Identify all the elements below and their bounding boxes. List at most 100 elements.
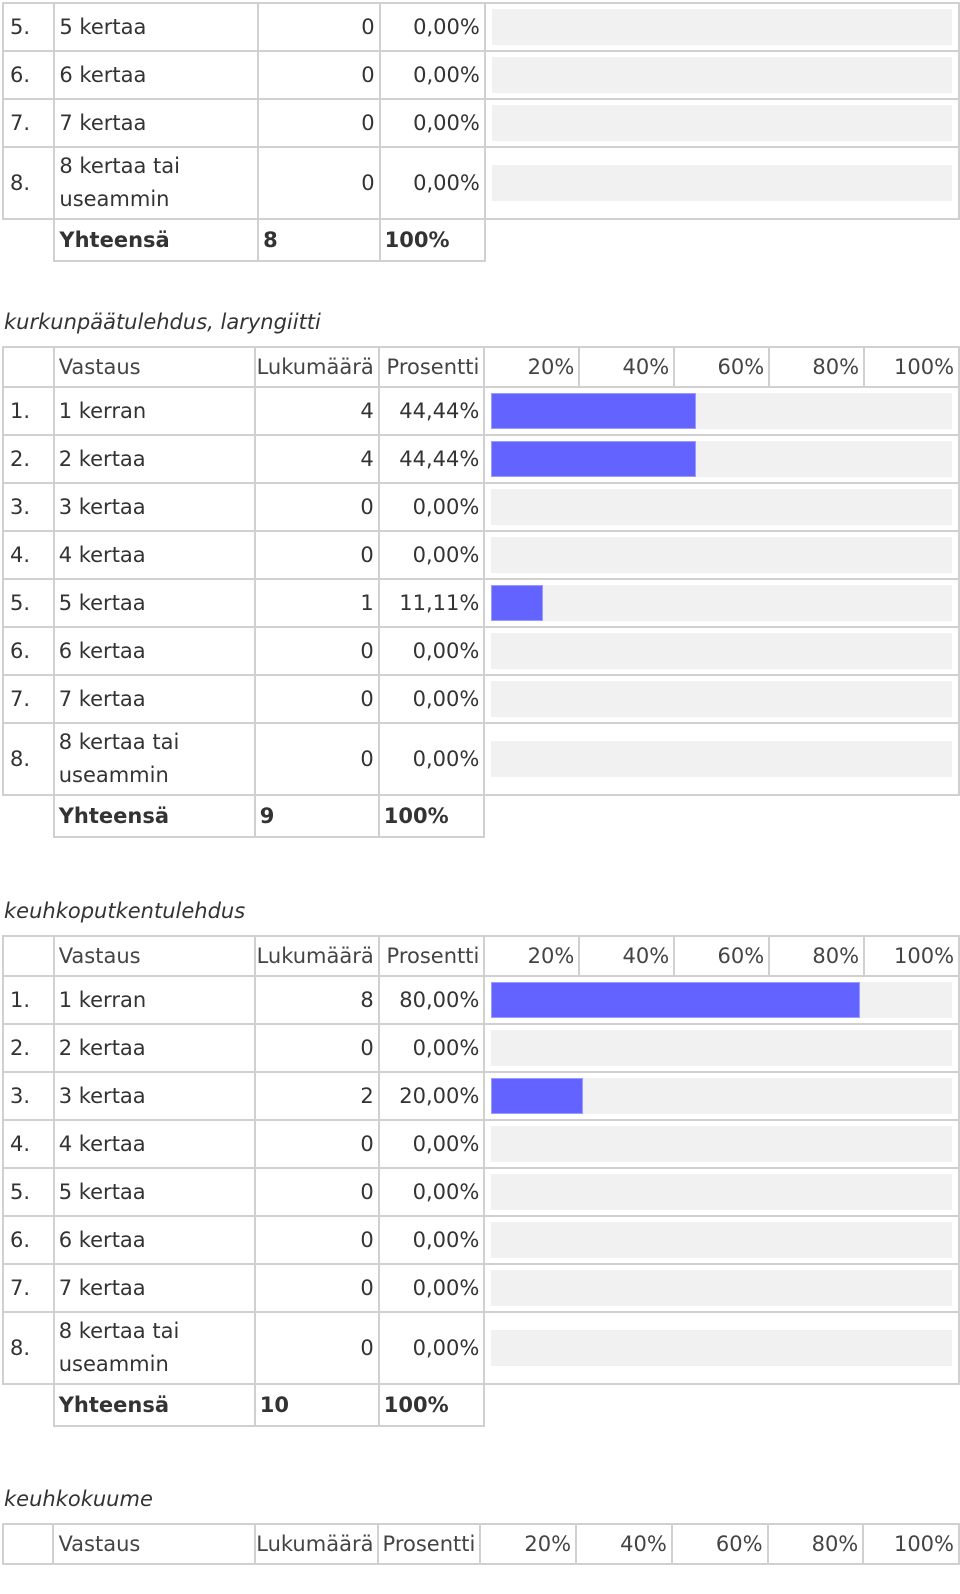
scale-label: 40% bbox=[578, 937, 673, 975]
row-answer: 8 kertaa tai useammin bbox=[52, 722, 256, 796]
row-answer: 5 kertaa bbox=[52, 578, 256, 628]
total-percent: 100% bbox=[377, 1383, 486, 1427]
row-count: 0 bbox=[257, 146, 381, 220]
row-number: 7. bbox=[2, 1263, 55, 1313]
bar-track bbox=[491, 741, 952, 777]
scale-label: 60% bbox=[673, 348, 768, 386]
total-percent: 100% bbox=[377, 794, 486, 838]
row-percent: 11,11% bbox=[377, 578, 486, 628]
row-number: 6. bbox=[1, 50, 56, 100]
results-table: Vastaus Lukumäärä Prosentti 20% 40% 60% 80% 100… bbox=[1, 1523, 960, 1565]
row-answer: 8 kertaa tai useammin bbox=[53, 146, 260, 220]
scale-label: 80% bbox=[768, 937, 863, 975]
row-count: 0 bbox=[253, 1167, 380, 1217]
row-percent: 0,00% bbox=[377, 1215, 486, 1265]
header-percent: Prosentti bbox=[377, 346, 486, 388]
row-percent: 44,44% bbox=[377, 434, 486, 484]
scale-label: 40% bbox=[578, 348, 673, 386]
total-count: 9 bbox=[253, 794, 380, 838]
scale-label: 80% bbox=[766, 1525, 863, 1563]
results-table: Vastaus Lukumäärä Prosentti 20% 40% 60% 80% 100… bbox=[2, 935, 960, 1427]
bar-track bbox=[491, 585, 952, 621]
row-answer: 7 kertaa bbox=[52, 1263, 256, 1313]
bar-track bbox=[491, 489, 952, 525]
row-percent: 0,00% bbox=[377, 674, 486, 724]
total-bar-spacer bbox=[485, 219, 959, 261]
percent-scale: 20% 40% 60% 80% 100% bbox=[485, 348, 958, 386]
row-bar-cell bbox=[483, 482, 960, 532]
answer-row: 5. 5 kertaa 0 0,00% bbox=[1, 2, 960, 52]
bar-track bbox=[491, 1030, 952, 1066]
row-count: 0 bbox=[257, 2, 381, 52]
row-bar-cell bbox=[483, 530, 960, 580]
percent-scale: 20% 40% 60% 80% 100% bbox=[485, 937, 958, 975]
header-answer: Vastaus bbox=[52, 1523, 257, 1565]
bar-track bbox=[491, 537, 952, 573]
row-answer: 1 kerran bbox=[52, 386, 256, 436]
row-count: 0 bbox=[253, 722, 380, 796]
row-answer: 4 kertaa bbox=[52, 1119, 256, 1169]
row-number: 6. bbox=[2, 626, 55, 676]
header-row: Vastaus Lukumäärä Prosentti 20% 40% 60% 80% 100… bbox=[2, 346, 960, 388]
answer-row: 5. 5 kertaa 1 11,11% bbox=[2, 578, 960, 628]
header-number-cell bbox=[2, 935, 55, 977]
row-percent: 0,00% bbox=[377, 1263, 486, 1313]
total-count: 8 bbox=[257, 218, 381, 262]
bar-track bbox=[491, 1222, 952, 1258]
row-count: 4 bbox=[253, 386, 380, 436]
row-count: 2 bbox=[253, 1071, 380, 1121]
scale-label: 100% bbox=[863, 348, 958, 386]
answer-row: 7. 7 kertaa 0 0,00% bbox=[2, 674, 960, 724]
row-bar-cell bbox=[483, 722, 960, 796]
row-percent: 44,44% bbox=[377, 386, 486, 436]
answer-row: 5. 5 kertaa 0 0,00% bbox=[2, 1167, 960, 1217]
bar-track bbox=[491, 633, 952, 669]
row-bar-cell bbox=[483, 50, 960, 100]
total-row: Yhteensä 10 100% bbox=[3, 1383, 959, 1427]
row-answer: 7 kertaa bbox=[52, 674, 256, 724]
row-bar-cell bbox=[483, 146, 960, 220]
row-count: 8 bbox=[253, 975, 380, 1025]
answer-row: 3. 3 kertaa 0 0,00% bbox=[2, 482, 960, 532]
total-bar-spacer bbox=[484, 795, 959, 837]
bar-track bbox=[491, 1174, 952, 1210]
row-percent: 0,00% bbox=[377, 1167, 486, 1217]
row-answer: 3 kertaa bbox=[52, 1071, 256, 1121]
bar-track bbox=[491, 1270, 952, 1306]
bar-track bbox=[491, 681, 952, 717]
total-row: Yhteensä 8 100% bbox=[3, 218, 959, 262]
header-scale: 20% 40% 60% 80% 100% bbox=[479, 1523, 960, 1565]
row-count: 0 bbox=[253, 674, 380, 724]
total-label: Yhteensä bbox=[52, 1383, 256, 1427]
row-answer: 3 kertaa bbox=[52, 482, 256, 532]
answer-row: 6. 6 kertaa 0 0,00% bbox=[2, 626, 960, 676]
header-scale: 20% 40% 60% 80% 100% bbox=[483, 935, 960, 977]
scale-label: 60% bbox=[670, 1525, 767, 1563]
row-count: 0 bbox=[253, 530, 380, 580]
answer-row: 6. 6 kertaa 0 0,00% bbox=[1, 50, 960, 100]
answer-row: 1. 1 kerran 8 80,00% bbox=[2, 975, 960, 1025]
total-row: Yhteensä 9 100% bbox=[3, 794, 959, 838]
row-count: 0 bbox=[253, 1263, 380, 1313]
row-answer: 2 kertaa bbox=[52, 434, 256, 484]
row-number: 1. bbox=[2, 386, 55, 436]
percent-scale: 20% 40% 60% 80% 100% bbox=[481, 1525, 958, 1563]
bar-track bbox=[491, 1078, 952, 1114]
row-number: 8. bbox=[2, 722, 55, 796]
bar-fill bbox=[491, 982, 860, 1018]
total-label: Yhteensä bbox=[52, 794, 256, 838]
bar-fill bbox=[491, 441, 697, 477]
row-count: 0 bbox=[253, 482, 380, 532]
answer-row: 4. 4 kertaa 0 0,00% bbox=[2, 1119, 960, 1169]
header-percent: Prosentti bbox=[377, 935, 486, 977]
row-percent: 0,00% bbox=[377, 482, 486, 532]
bar-fill bbox=[491, 585, 543, 621]
row-number: 4. bbox=[2, 1119, 55, 1169]
header-scale: 20% 40% 60% 80% 100% bbox=[483, 346, 960, 388]
answer-row: 6. 6 kertaa 0 0,00% bbox=[2, 1215, 960, 1265]
row-bar-cell bbox=[483, 1311, 960, 1385]
row-bar-cell bbox=[483, 434, 960, 484]
answer-row: 1. 1 kerran 4 44,44% bbox=[2, 386, 960, 436]
answer-row: 3. 3 kertaa 2 20,00% bbox=[2, 1071, 960, 1121]
scale-label: 20% bbox=[527, 944, 575, 968]
